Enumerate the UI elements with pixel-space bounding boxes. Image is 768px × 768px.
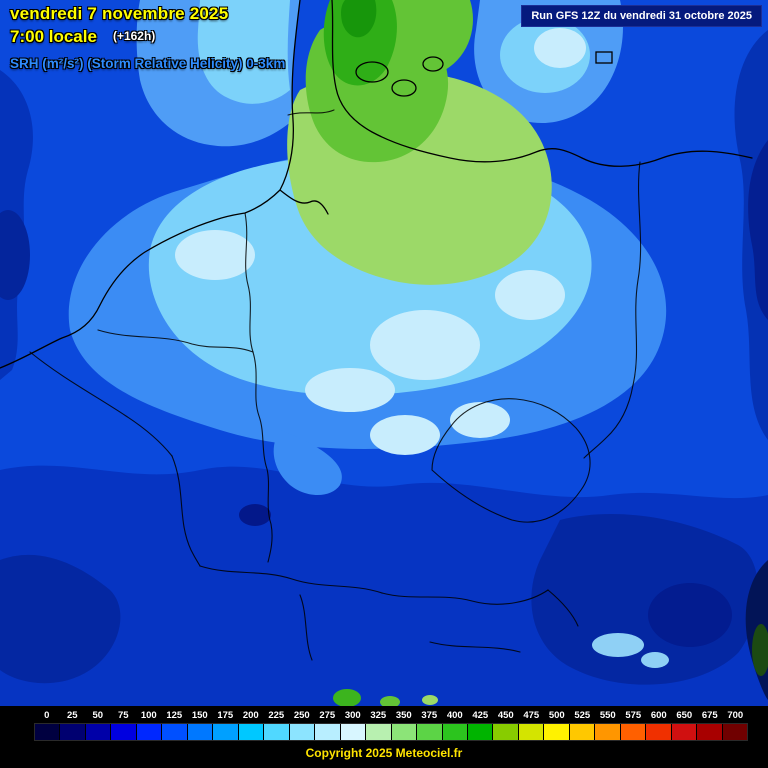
legend-swatch: [417, 724, 443, 740]
legend-value: 350: [395, 710, 412, 721]
legend-swatch: [187, 724, 214, 740]
legend-value: 225: [268, 710, 285, 721]
legend-swatch: [620, 724, 647, 740]
legend-swatch: [646, 724, 672, 740]
local-time: 7:00 locale: [10, 27, 97, 46]
time-label: 7:00 locale (+162h): [10, 27, 285, 47]
legend-value: 75: [117, 710, 129, 721]
legend-value: 100: [140, 710, 157, 721]
legend-swatch: [569, 724, 596, 740]
map-header: vendredi 7 novembre 2025 7:00 locale (+16…: [10, 4, 285, 71]
legend-swatch: [315, 724, 341, 740]
legend-swatch: [467, 724, 494, 740]
legend-swatch: [111, 724, 137, 740]
legend-swatch: [518, 724, 545, 740]
legend-value: 0: [44, 710, 50, 721]
legend-swatch: [340, 724, 367, 740]
legend-value: 400: [446, 710, 463, 721]
forecast-offset: (+162h): [112, 29, 156, 43]
legend-values: 0 25 50 75 100 125 150 175 200 225 250 275 300 325 350…: [34, 710, 748, 721]
legend-value: 425: [472, 710, 489, 721]
legend-swatch: [366, 724, 392, 740]
legend-value: 300: [344, 710, 361, 721]
legend-swatch: [595, 724, 621, 740]
legend-swatch: [493, 724, 519, 740]
legend-swatch: [722, 724, 748, 740]
legend-value: 550: [599, 710, 616, 721]
copyright: Copyright 2025 Meteociel.fr: [305, 746, 463, 760]
legend-swatch: [264, 724, 290, 740]
legend-swatch: [544, 724, 570, 740]
legend-swatch: [162, 724, 188, 740]
country-borders: [29, 109, 642, 661]
legend-value: 25: [66, 710, 78, 721]
legend-swatch: [289, 724, 316, 740]
legend-swatch: [697, 724, 723, 740]
legend-swatch: [671, 724, 698, 740]
srh-map-svg: [0, 0, 768, 706]
legend-value: 175: [217, 710, 234, 721]
legend-swatch: [213, 724, 239, 740]
legend-swatch: [60, 724, 86, 740]
legend-value: 325: [370, 710, 387, 721]
date-label: vendredi 7 novembre 2025: [10, 4, 229, 23]
legend-value: 575: [625, 710, 642, 721]
legend-bar: 0 25 50 75 100 125 150 175 200 225 250 275 300 325 350…: [0, 710, 768, 768]
legend-value: 125: [166, 710, 183, 721]
legend-value: 600: [650, 710, 667, 721]
legend-value: 375: [421, 710, 438, 721]
legend-value: 150: [191, 710, 208, 721]
map-area: vendredi 7 novembre 2025 7:00 locale (+16…: [0, 0, 768, 706]
srh-field: [0, 0, 768, 706]
legend-value: 650: [676, 710, 693, 721]
legend-swatch: [85, 724, 112, 740]
legend-value: 475: [523, 710, 540, 721]
parameter-label: SRH (m²/s²) (Storm Relative Helicity) 0-…: [10, 56, 286, 71]
legend-value: 275: [319, 710, 336, 721]
legend-value: 200: [242, 710, 259, 721]
legend-swatch: [35, 724, 61, 740]
coastlines: [0, 0, 753, 369]
legend-value: 525: [574, 710, 591, 721]
legend-swatch: [238, 724, 265, 740]
legend-value: 50: [92, 710, 104, 721]
legend-value: 250: [293, 710, 310, 721]
legend-value: 450: [497, 710, 514, 721]
legend-value: 675: [701, 710, 718, 721]
legend-swatch: [442, 724, 468, 740]
legend-swatch: [391, 724, 418, 740]
legend-color-scale: [34, 723, 748, 741]
legend-value: 700: [727, 710, 744, 721]
run-info-box: Run GFS 12Z du vendredi 31 octobre 2025: [521, 5, 762, 27]
legend-value: 500: [548, 710, 565, 721]
legend-swatch: [136, 724, 163, 740]
